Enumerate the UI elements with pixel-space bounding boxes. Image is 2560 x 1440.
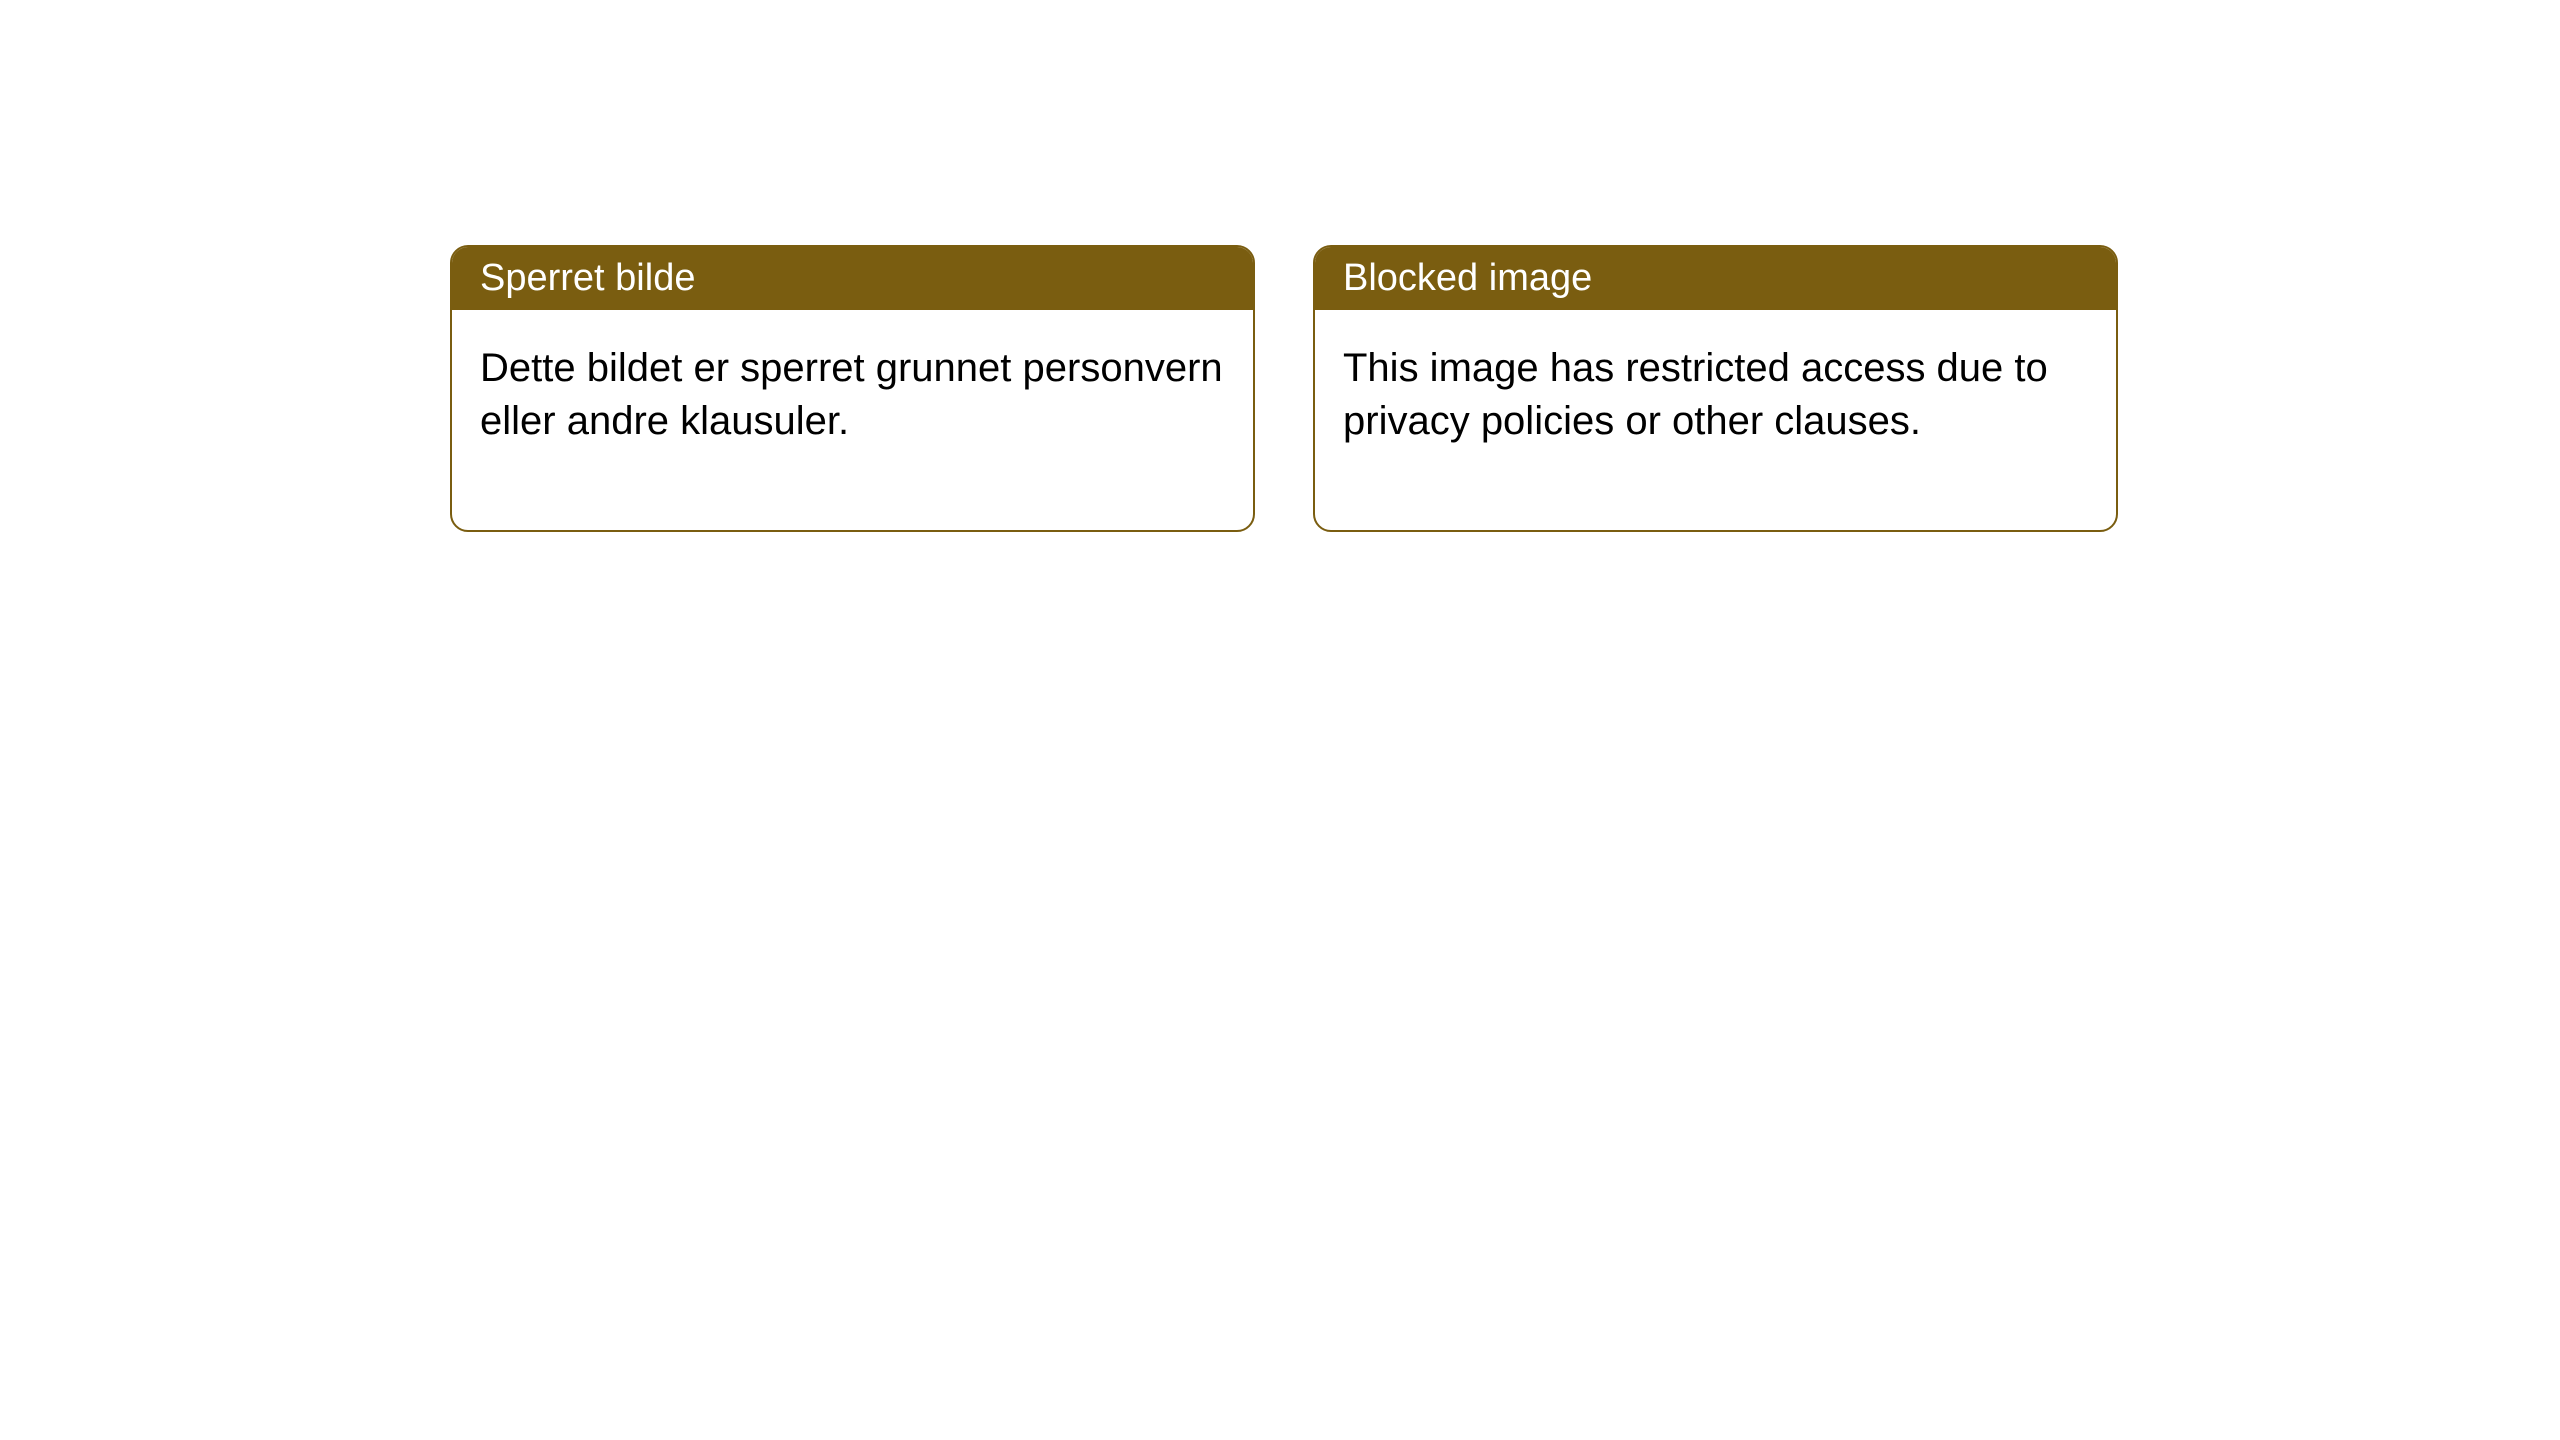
notice-text-english: This image has restricted access due to …	[1343, 346, 2048, 443]
notice-box-norwegian: Sperret bilde Dette bildet er sperret gr…	[450, 245, 1255, 532]
notice-text-norwegian: Dette bildet er sperret grunnet personve…	[480, 346, 1223, 443]
notice-box-english: Blocked image This image has restricted …	[1313, 245, 2118, 532]
notice-title-english: Blocked image	[1343, 257, 1592, 299]
notice-container: Sperret bilde Dette bildet er sperret gr…	[450, 245, 2118, 532]
notice-header-english: Blocked image	[1315, 247, 2116, 310]
notice-body-english: This image has restricted access due to …	[1315, 310, 2116, 530]
notice-header-norwegian: Sperret bilde	[452, 247, 1253, 310]
notice-title-norwegian: Sperret bilde	[480, 257, 695, 299]
notice-body-norwegian: Dette bildet er sperret grunnet personve…	[452, 310, 1253, 530]
